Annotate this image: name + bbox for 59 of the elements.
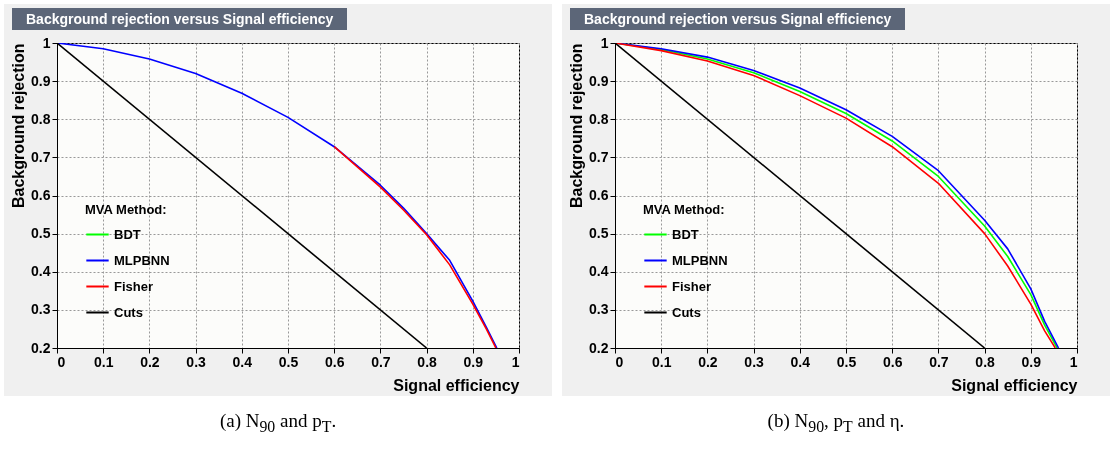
legend-title: MVA Method: (643, 202, 725, 217)
y-tick-label: 0.6 (589, 187, 609, 203)
x-tick-label: 0.3 (186, 353, 207, 370)
legend-label: Cuts (114, 304, 143, 320)
legend-label: Cuts (672, 304, 701, 320)
x-tick-label: 0.4 (232, 353, 253, 370)
legend-title: MVA Method: (85, 202, 167, 217)
y-tick-label: 1 (600, 34, 609, 51)
chart-title: Background rejection versus Signal efficiency (12, 8, 348, 30)
x-tick-label: 0.5 (836, 353, 857, 370)
legend-label: BDT (672, 226, 699, 242)
x-tick-label: 0.2 (698, 353, 718, 370)
x-tick-label: 0.6 (324, 353, 345, 370)
y-tick-label: 0.4 (589, 263, 609, 280)
y-tick-label: 0.5 (31, 225, 51, 242)
y-tick-label: 1 (42, 34, 51, 51)
x-tick-label: 0.7 (929, 353, 949, 370)
y-tick-label: 0.4 (31, 263, 51, 280)
legend-label: Fisher (672, 278, 712, 294)
x-tick-label: 1 (1069, 353, 1078, 370)
y-tick-label: 0.7 (31, 148, 51, 165)
legend-label: BDT (114, 226, 141, 242)
x-tick-label: 0.9 (463, 353, 484, 370)
y-tick-label: 0.8 (31, 110, 51, 127)
y-tick-label: 0.8 (589, 110, 609, 127)
y-tick-label: 0.2 (31, 339, 51, 356)
x-tick-label: 0.4 (790, 353, 811, 370)
y-tick-label: 0.9 (31, 72, 51, 89)
x-tick-label: 0.8 (417, 353, 438, 370)
x-tick-label: 0.6 (882, 353, 903, 370)
y-tick-label: 0.3 (589, 301, 609, 318)
chart-title: Background rejection versus Signal efficiency (570, 8, 906, 30)
y-tick-label: 0.5 (589, 225, 609, 242)
x-axis-title: Signal efficiency (951, 376, 1078, 394)
x-tick-label: 0.3 (744, 353, 765, 370)
y-tick-label: 0.9 (589, 72, 609, 89)
y-tick-label: 0.6 (31, 187, 51, 203)
x-tick-label: 0.9 (1021, 353, 1042, 370)
x-tick-label: 0.1 (93, 353, 114, 370)
x-axis-title: Signal efficiency (393, 376, 520, 394)
text: (b) N$_{90}$, p$_{T}$ and η. (766, 410, 906, 436)
legend-label: MLPBNN (114, 252, 170, 268)
y-axis-title: Background rejection (568, 43, 586, 208)
x-tick-label: 0.7 (371, 353, 391, 370)
y-tick-label: 0.3 (31, 301, 51, 318)
legend-label: Fisher (114, 278, 154, 294)
y-tick-label: 0.2 (589, 339, 609, 356)
x-tick-label: 1 (511, 353, 520, 370)
x-tick-label: 0.2 (140, 353, 160, 370)
x-tick-label: 0.8 (975, 353, 996, 370)
x-tick-label: 0 (615, 353, 624, 370)
y-tick-label: 0.7 (589, 148, 609, 165)
x-tick-label: 0.5 (278, 353, 299, 370)
x-tick-label: 0 (57, 353, 66, 370)
y-axis-title: Background rejection (10, 43, 28, 208)
x-tick-label: 0.1 (651, 353, 672, 370)
legend-label: MLPBNN (672, 252, 728, 268)
line-series (333, 145, 497, 348)
text: (a) N$_{90}$ and p$_{T}$. (218, 410, 338, 436)
